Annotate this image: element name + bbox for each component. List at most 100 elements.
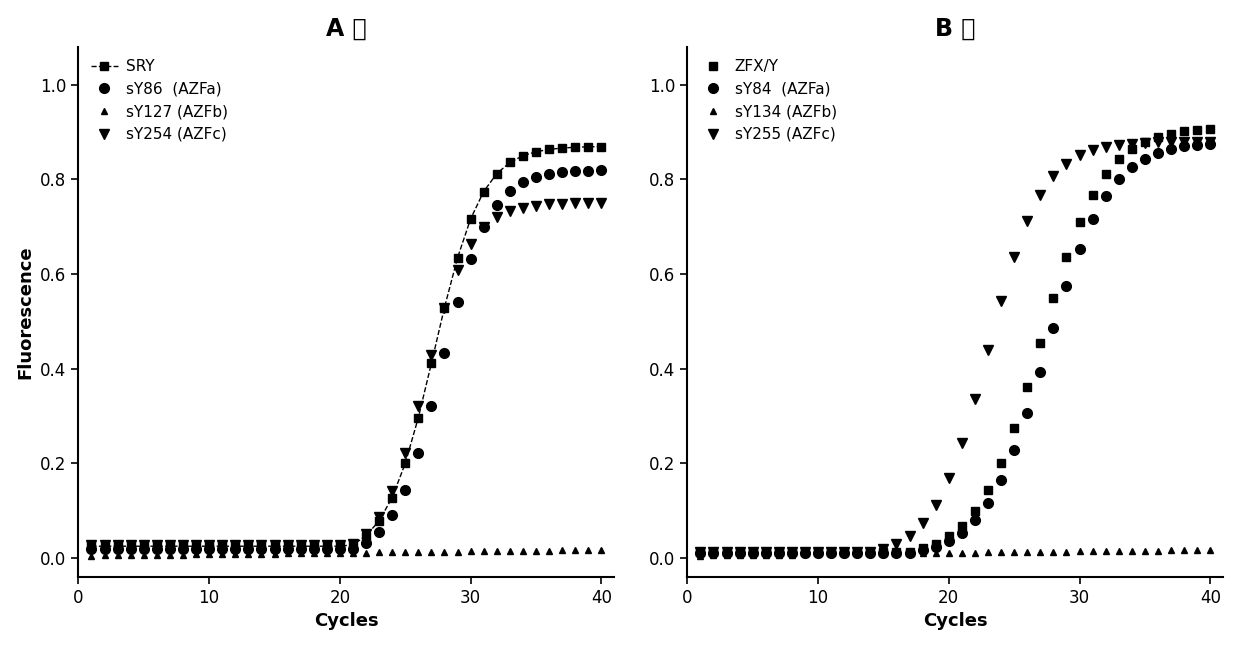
sY254 (AZFc)	[398, 449, 413, 457]
Title: A 组: A 组	[326, 17, 367, 41]
sY254 (AZFc)	[384, 487, 399, 494]
sY255 (AZFc)	[732, 549, 746, 556]
sY134 (AZFb)	[1045, 548, 1060, 556]
SRY	[580, 143, 595, 151]
sY255 (AZFc)	[1099, 143, 1114, 151]
sY84  (AZFa)	[929, 543, 944, 551]
sY254 (AZFc)	[228, 541, 243, 549]
sY254 (AZFc)	[254, 541, 269, 549]
sY127 (AZFb)	[384, 549, 399, 556]
sY255 (AZFc)	[941, 474, 956, 482]
sY255 (AZFc)	[1045, 172, 1060, 180]
sY254 (AZFc)	[516, 204, 531, 212]
SRY	[110, 542, 125, 550]
sY254 (AZFc)	[176, 541, 191, 549]
ZFX/Y	[1203, 126, 1218, 133]
sY127 (AZFb)	[410, 548, 425, 556]
ZFX/Y	[993, 459, 1008, 466]
sY127 (AZFb)	[528, 547, 543, 554]
sY134 (AZFb)	[967, 549, 982, 556]
Legend: SRY, sY86  (AZFa), sY127 (AZFb), sY254 (AZFc): SRY, sY86 (AZFa), sY127 (AZFb), sY254 (A…	[86, 54, 232, 146]
ZFX/Y	[1189, 126, 1204, 134]
sY127 (AZFb)	[136, 551, 151, 559]
sY134 (AZFb)	[719, 551, 734, 559]
SRY	[516, 152, 531, 160]
sY86  (AZFa)	[149, 545, 164, 553]
sY134 (AZFb)	[915, 549, 930, 557]
ZFX/Y	[823, 549, 838, 556]
sY127 (AZFb)	[436, 548, 451, 556]
ZFX/Y	[915, 545, 930, 553]
sY86  (AZFa)	[162, 545, 177, 553]
sY86  (AZFa)	[332, 545, 347, 553]
sY255 (AZFc)	[1111, 141, 1126, 149]
SRY	[332, 542, 347, 550]
sY254 (AZFc)	[110, 541, 125, 549]
ZFX/Y	[1137, 138, 1152, 146]
ZFX/Y	[719, 549, 734, 556]
sY134 (AZFb)	[1019, 548, 1034, 556]
sY127 (AZFb)	[162, 551, 177, 558]
sY84  (AZFa)	[849, 549, 864, 557]
sY84  (AZFa)	[1189, 141, 1204, 149]
sY127 (AZFb)	[267, 550, 281, 558]
ZFX/Y	[1045, 294, 1060, 302]
sY254 (AZFc)	[280, 541, 295, 549]
SRY	[306, 542, 321, 550]
sY255 (AZFc)	[771, 549, 786, 556]
sY84  (AZFa)	[1111, 175, 1126, 183]
sY134 (AZFb)	[837, 550, 852, 558]
SRY	[293, 542, 308, 550]
sY84  (AZFa)	[955, 529, 970, 536]
sY254 (AZFc)	[320, 541, 335, 549]
sY84  (AZFa)	[732, 549, 746, 557]
SRY	[424, 360, 439, 367]
sY134 (AZFb)	[1073, 547, 1087, 555]
ZFX/Y	[759, 549, 774, 556]
ZFX/Y	[797, 549, 812, 556]
sY134 (AZFb)	[693, 552, 708, 560]
ZFX/Y	[693, 549, 708, 556]
sY86  (AZFa)	[464, 255, 479, 263]
sY254 (AZFc)	[554, 200, 569, 208]
sY134 (AZFb)	[1059, 547, 1074, 555]
sY86  (AZFa)	[267, 545, 281, 553]
SRY	[554, 144, 569, 152]
X-axis label: Cycles: Cycles	[923, 612, 987, 630]
SRY	[84, 542, 99, 550]
sY255 (AZFc)	[745, 549, 760, 556]
SRY	[476, 188, 491, 195]
sY86  (AZFa)	[241, 545, 255, 553]
Line: sY86  (AZFa): sY86 (AZFa)	[87, 166, 606, 553]
sY84  (AZFa)	[706, 549, 720, 557]
sY134 (AZFb)	[811, 551, 826, 558]
sY255 (AZFc)	[955, 439, 970, 446]
sY86  (AZFa)	[372, 529, 387, 536]
sY134 (AZFb)	[1203, 546, 1218, 554]
sY254 (AZFc)	[346, 540, 361, 548]
sY134 (AZFb)	[903, 549, 918, 557]
sY134 (AZFb)	[732, 551, 746, 559]
sY134 (AZFb)	[929, 549, 944, 557]
sY127 (AZFb)	[568, 546, 583, 554]
ZFX/Y	[955, 522, 970, 530]
ZFX/Y	[981, 487, 996, 494]
SRY	[372, 517, 387, 525]
sY254 (AZFc)	[568, 199, 583, 207]
sY84  (AZFa)	[1007, 446, 1022, 454]
sY127 (AZFb)	[580, 546, 595, 554]
SRY	[450, 254, 465, 261]
SRY	[123, 542, 138, 550]
sY127 (AZFb)	[202, 551, 217, 558]
sY254 (AZFc)	[542, 201, 557, 208]
sY86  (AZFa)	[306, 545, 321, 553]
sY134 (AZFb)	[1099, 547, 1114, 555]
sY254 (AZFc)	[136, 541, 151, 549]
sY127 (AZFb)	[215, 550, 229, 558]
sY86  (AZFa)	[84, 545, 99, 553]
sY134 (AZFb)	[745, 551, 760, 559]
sY255 (AZFc)	[1137, 139, 1152, 147]
sY255 (AZFc)	[915, 520, 930, 527]
sY86  (AZFa)	[320, 545, 335, 553]
sY84  (AZFa)	[1019, 410, 1034, 417]
